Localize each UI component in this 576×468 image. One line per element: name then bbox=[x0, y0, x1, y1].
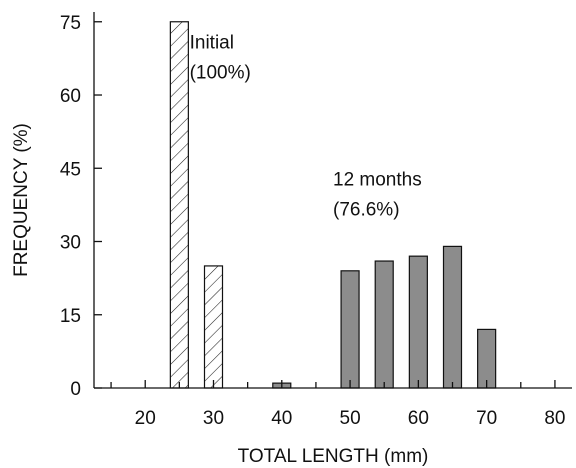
annotation-line: 12 months bbox=[333, 169, 422, 190]
bars bbox=[169, 21, 497, 389]
bar-twelve-months-65 bbox=[442, 245, 463, 389]
y-axis-title: FREQUENCY (%) bbox=[11, 123, 32, 277]
y-tick-label: 45 bbox=[60, 159, 81, 180]
x-axis-title: TOTAL LENGTH (mm) bbox=[238, 446, 429, 467]
x-tick-label: 70 bbox=[476, 408, 497, 429]
x-tick-label: 20 bbox=[135, 408, 156, 429]
y-tick-label: 0 bbox=[70, 379, 81, 400]
annotation-line: Initial bbox=[190, 33, 234, 54]
bar-twelve-months-70 bbox=[477, 328, 497, 389]
bar-twelve-months-50 bbox=[340, 270, 360, 389]
annotation-1: 12 months (76.6%) bbox=[333, 169, 422, 220]
annotation-line: (76.6%) bbox=[333, 199, 400, 220]
axes bbox=[93, 12, 572, 389]
x-tick-label: 80 bbox=[544, 408, 565, 429]
annotation-line: (100%) bbox=[190, 63, 251, 84]
bar-twelve-months-55 bbox=[374, 260, 394, 389]
x-tick-label: 60 bbox=[408, 408, 429, 429]
annotations: Initial (100%) 12 months (76.6%) bbox=[190, 33, 422, 221]
bar-twelve-months-60 bbox=[408, 255, 428, 389]
y-tick-label: 75 bbox=[60, 13, 81, 34]
x-ticks: 20 30 40 50 60 70 80 bbox=[110, 380, 565, 429]
bar-initial-30 bbox=[203, 265, 224, 389]
x-tick-label: 50 bbox=[340, 408, 361, 429]
x-tick-label: 40 bbox=[271, 408, 292, 429]
y-ticks: 0 15 30 45 60 75 bbox=[60, 13, 102, 400]
y-tick-label: 30 bbox=[60, 233, 81, 254]
y-tick-label: 15 bbox=[60, 306, 81, 327]
x-tick-label: 30 bbox=[203, 408, 224, 429]
annotation-0: Initial (100%) bbox=[190, 33, 251, 84]
y-tick-label: 60 bbox=[60, 86, 81, 107]
bar-initial-25 bbox=[169, 21, 189, 389]
